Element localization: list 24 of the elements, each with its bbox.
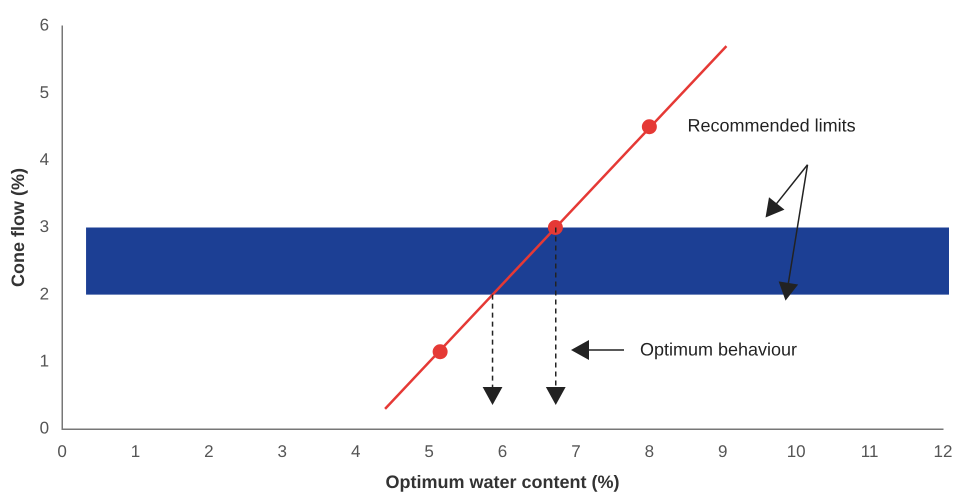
x-axis-title: Optimum water content (%) (386, 472, 620, 492)
x-tick-label: 10 (786, 442, 806, 461)
x-tick-label: 9 (718, 442, 728, 461)
y-tick-label: 3 (40, 217, 50, 236)
y-tick-label: 1 (40, 352, 50, 371)
annotation: Recommended limits (688, 116, 856, 136)
annotation: Optimum behaviour (640, 339, 798, 360)
x-tick-label: 6 (498, 442, 508, 461)
x-tick-label: 12 (934, 442, 952, 461)
x-tick-label: 1 (130, 442, 140, 461)
x-tick-label: 2 (204, 442, 214, 461)
x-tick-label: 4 (350, 442, 360, 461)
y-tick-label: 5 (40, 82, 50, 102)
y-axis-title: Cone flow (%) (8, 168, 28, 287)
x-tick-label: 7 (571, 442, 581, 461)
y-tick-label: 2 (40, 284, 50, 304)
y-tick-label: 0 (40, 418, 50, 438)
x-tick-label: 5 (424, 442, 434, 461)
x-tick-label: 8 (644, 442, 654, 461)
y-tick-label: 6 (40, 16, 50, 35)
x-tick-label: 11 (860, 442, 878, 461)
x-tick-label: 0 (57, 442, 67, 461)
y-tick-label: 4 (40, 150, 50, 170)
x-tick-label: 3 (278, 442, 288, 461)
